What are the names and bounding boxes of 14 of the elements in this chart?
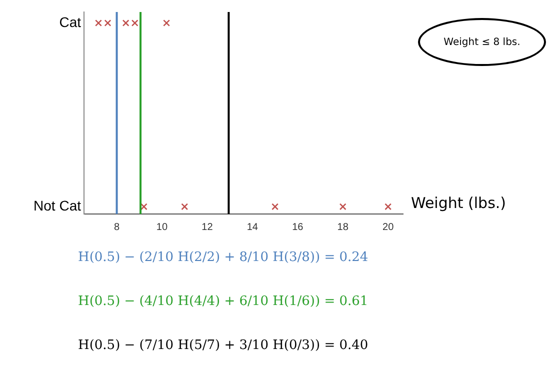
y-tick-label: Cat	[59, 14, 82, 30]
x-tick-label: 10	[156, 222, 168, 233]
x-axis-title: Weight (lbs.)	[411, 194, 506, 212]
x-tick-label: 14	[246, 222, 258, 233]
x-tick-label: 20	[382, 222, 394, 233]
annotation: H(0.5) − (4/10 H(4/4) + 6/10 H(1/6)) = 0.61	[78, 294, 368, 309]
x-tick-label: 8	[114, 222, 120, 233]
annotation: H(0.5) − (2/10 H(2/2) + 8/10 H(3/8)) = 0.24	[78, 250, 368, 265]
text: H(0.5) − (7/10 H(5/7) + 3/10 H(0/3)) = 0.40	[78, 338, 368, 353]
y-tick-label: Not Cat	[34, 198, 82, 214]
x-tick-label: 12	[202, 222, 214, 233]
x-tick-label: 18	[337, 222, 349, 233]
ellipse-outline: Weight ≤ 8 lbs.	[418, 18, 546, 66]
x-tick-label: 16	[292, 222, 304, 233]
